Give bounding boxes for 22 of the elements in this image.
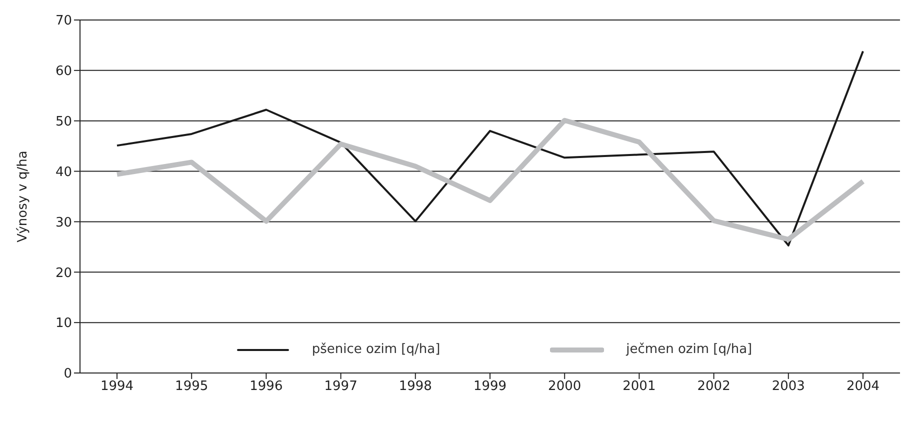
x-tick-label: 2001	[622, 379, 656, 394]
y-tick-label: 70	[55, 14, 72, 29]
x-tick-label: 2003	[772, 379, 805, 394]
y-tick-label: 10	[55, 316, 72, 332]
x-tick-label: 1994	[100, 379, 134, 394]
y-tick-label: 60	[55, 64, 72, 80]
x-tick-label: 1996	[250, 379, 283, 394]
legend-label: pšenice ozim [q/ha]	[312, 342, 440, 357]
x-tick-label: 1998	[398, 379, 432, 394]
y-tick-label: 0	[64, 366, 72, 382]
x-tick-label: 2000	[548, 379, 582, 394]
x-tick-label: 1995	[175, 379, 208, 394]
x-tick-label: 1999	[473, 379, 507, 394]
legend-label: ječmen ozim [q/ha]	[626, 342, 752, 357]
x-tick-label: 2004	[846, 379, 880, 394]
y-tick-label: 20	[55, 266, 72, 281]
y-tick-label: 50	[55, 114, 72, 130]
y-tick-label: 40	[55, 164, 72, 180]
y-tick-label: 30	[55, 215, 72, 230]
y-axis-title: Výnosy v q/ha	[16, 150, 31, 242]
x-tick-label: 2002	[697, 379, 730, 394]
x-tick-label: 1997	[324, 379, 358, 394]
